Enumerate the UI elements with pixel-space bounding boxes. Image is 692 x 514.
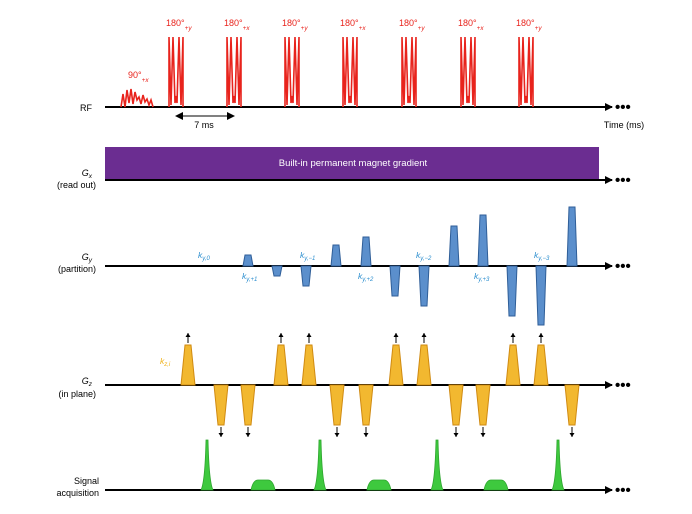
ky-label: ky,+1 — [242, 271, 257, 283]
gz-arrowhead — [363, 433, 369, 437]
gz-lobe — [448, 384, 464, 426]
gx-banner-text: Built-in permanent magnet gradient — [279, 158, 428, 169]
gz-arrowhead — [453, 433, 459, 437]
rf-refocusing-pulse — [168, 36, 184, 107]
gz-arrowhead — [480, 433, 486, 437]
gz-arrowhead — [538, 333, 544, 337]
gz-lobe — [213, 384, 229, 426]
signal-row-label-line2: acquisition — [56, 488, 99, 498]
rf-row-label: RF — [80, 103, 92, 113]
rf-refocusing-label: 180°+x — [340, 18, 366, 32]
rf-refocusing-pulse — [342, 36, 358, 107]
rf-pulse-train — [120, 36, 534, 108]
rf-refocusing-label: 180°+y — [166, 18, 192, 32]
rf-excitation-pulse — [120, 88, 154, 108]
gx-row-label: Gx — [82, 168, 93, 180]
rf-excitation-label: 90°+x — [128, 70, 149, 84]
gy-lobe — [448, 225, 460, 267]
gy-row-desc: (partition) — [58, 264, 96, 274]
gz-arrowhead — [510, 333, 516, 337]
signal-echoes — [200, 439, 565, 491]
gz-lobe — [240, 384, 256, 426]
gz-arrowhead — [185, 333, 191, 337]
rf-refocusing-label: 180°+y — [282, 18, 308, 32]
gy-row-label: Gy — [82, 252, 93, 264]
gy-lobe — [300, 265, 312, 287]
ky-label: ky,−1 — [300, 250, 315, 262]
gz-lobe — [533, 344, 549, 386]
gz-arrowhead — [306, 333, 312, 337]
gz-lobe — [505, 344, 521, 386]
rf-refocusing-pulse — [226, 36, 242, 107]
rf-refocusing-pulse — [401, 36, 417, 107]
rf-refocusing-label: 180°+y — [399, 18, 425, 32]
gz-lobe — [358, 384, 374, 426]
signal-echo-plateau — [483, 479, 509, 491]
gx-row-desc: (read out) — [57, 180, 96, 190]
gz-lobes — [180, 333, 580, 437]
gx-axis: ••• — [105, 147, 631, 189]
rf-refocusing-pulse — [518, 36, 534, 107]
signal-echo-peak — [200, 439, 214, 491]
rf-axis: ••• — [105, 99, 631, 116]
gz-arrowhead — [393, 333, 399, 337]
signal-axis: ••• — [105, 482, 631, 499]
gz-lobe — [301, 344, 317, 386]
rf-refocusing-pulse — [284, 36, 300, 107]
gz-arrowhead — [278, 333, 284, 337]
rf-refocusing-label: 180°+x — [224, 18, 250, 32]
gy-lobe — [242, 254, 254, 267]
ky-label: ky,−2 — [416, 250, 432, 262]
ellipsis-icon: ••• — [615, 258, 631, 275]
gy-lobe — [271, 265, 283, 277]
gy-lobe — [477, 214, 489, 267]
ky-label: ky,0 — [198, 250, 210, 262]
gz-arrowhead — [245, 433, 251, 437]
gx-gradient-banner — [105, 147, 599, 179]
ellipsis-icon: ••• — [615, 482, 631, 499]
gz-lobe — [475, 384, 491, 426]
ky-label: ky,−3 — [534, 250, 550, 262]
signal-echo-plateau — [250, 479, 276, 491]
gz-arrowhead — [569, 433, 575, 437]
rf-refocusing-pulse — [460, 36, 476, 107]
gz-row-label: Gz — [82, 376, 93, 388]
gz-arrowhead — [218, 433, 224, 437]
gz-lobe — [388, 344, 404, 386]
signal-echo-peak — [430, 439, 444, 491]
signal-echo-peak — [313, 439, 327, 491]
gy-lobe — [506, 265, 518, 317]
gy-lobe — [330, 244, 342, 267]
gy-axis: ••• — [105, 258, 631, 275]
ky-label: ky,+2 — [358, 271, 374, 283]
gz-row-desc: (in plane) — [58, 389, 96, 399]
gz-lobe — [416, 344, 432, 386]
gz-lobe — [180, 344, 196, 386]
echo-spacing-label: 7 ms — [194, 120, 214, 130]
ellipsis-icon: ••• — [615, 377, 631, 394]
ellipsis-icon: ••• — [615, 172, 631, 189]
gz-arrowhead — [334, 433, 340, 437]
gy-lobe — [535, 265, 547, 326]
rf-pulse-labels: 90°+x 180°+y 180°+x 180°+y 180°+x 180°+y 180°+… — [128, 18, 542, 84]
gz-arrowhead — [421, 333, 427, 337]
gz-lobe — [564, 384, 580, 426]
signal-echo-peak — [551, 439, 565, 491]
gy-lobe — [389, 265, 401, 297]
gy-lobe — [566, 206, 578, 267]
signal-row-label-line1: Signal — [74, 476, 99, 486]
gy-lobe — [418, 265, 430, 307]
time-axis-label: Time (ms) — [604, 120, 644, 130]
signal-echo-plateau — [366, 479, 392, 491]
rf-refocusing-label: 180°+y — [516, 18, 542, 32]
rf-refocusing-label: 180°+x — [458, 18, 484, 32]
ellipsis-icon: ••• — [615, 99, 631, 116]
gz-lobe — [329, 384, 345, 426]
gy-lobe — [360, 236, 372, 267]
kz-label: kz,i — [160, 356, 171, 368]
gz-lobe — [273, 344, 289, 386]
gy-phase-encode-lobes — [242, 206, 578, 326]
ky-label: ky,+3 — [474, 271, 490, 283]
